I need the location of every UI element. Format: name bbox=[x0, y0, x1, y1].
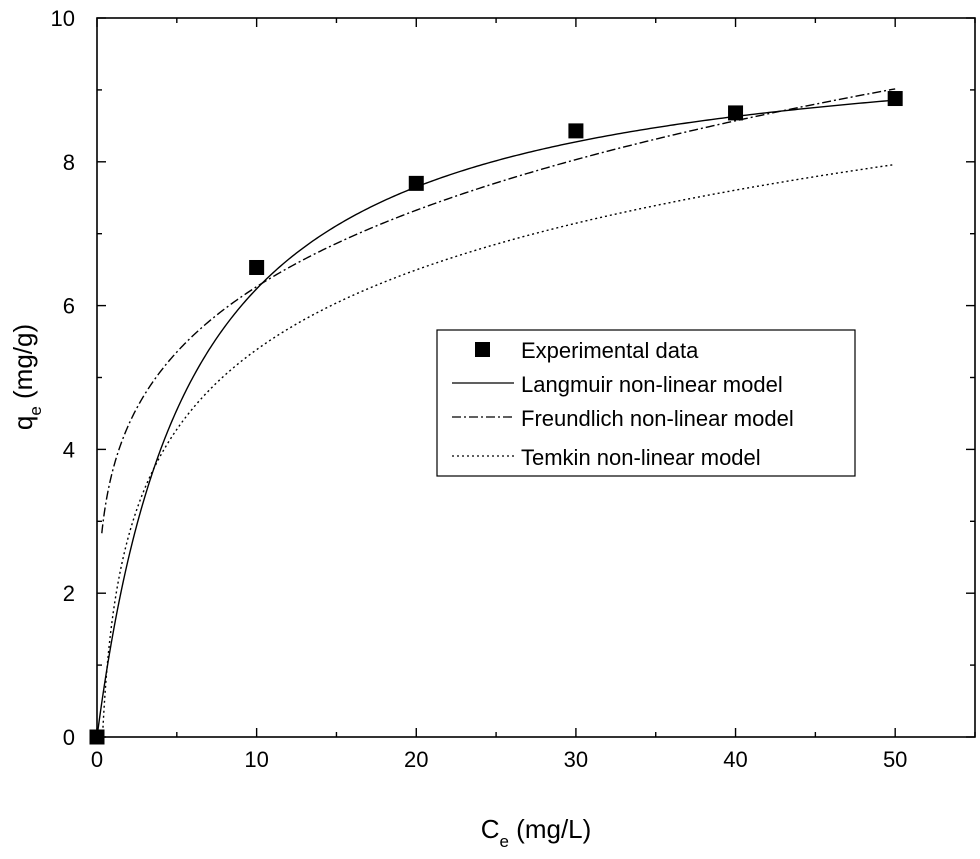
legend: Experimental data Langmuir non-linear mo… bbox=[436, 329, 856, 477]
y-tick-labels: 0 2 4 6 8 10 bbox=[51, 6, 75, 750]
experimental-point bbox=[728, 105, 744, 121]
axis-ticks bbox=[96, 17, 976, 738]
y-axis-label: qe (mg/g) bbox=[8, 324, 45, 430]
experimental-point bbox=[89, 729, 105, 745]
experimental-point bbox=[408, 175, 424, 191]
y-axis-label-sub: e bbox=[26, 406, 45, 415]
x-tick-label: 20 bbox=[404, 747, 428, 772]
langmuir-curve bbox=[96, 99, 896, 738]
y-tick-label: 4 bbox=[63, 437, 75, 462]
x-tick-label: 10 bbox=[244, 747, 268, 772]
x-tick-label: 0 bbox=[91, 747, 103, 772]
experimental-points bbox=[89, 91, 903, 745]
legend-label-freundlich: Freundlich non-linear model bbox=[521, 406, 794, 431]
x-axis-label: Ce (mg/L) bbox=[481, 814, 592, 851]
x-tick-label: 40 bbox=[723, 747, 747, 772]
y-tick-label: 6 bbox=[63, 294, 75, 319]
experimental-point bbox=[568, 123, 584, 139]
y-axis-label-unit: (mg/g) bbox=[8, 324, 38, 406]
x-tick-label: 50 bbox=[883, 747, 907, 772]
y-tick-label: 0 bbox=[63, 725, 75, 750]
x-axis-label-sub: e bbox=[499, 832, 508, 851]
legend-label-langmuir: Langmuir non-linear model bbox=[521, 372, 783, 397]
x-tick-labels: 0 10 20 30 40 50 bbox=[91, 747, 908, 772]
legend-box bbox=[436, 329, 856, 477]
experimental-point bbox=[249, 259, 265, 275]
y-tick-label: 10 bbox=[51, 6, 75, 31]
x-tick-label: 30 bbox=[564, 747, 588, 772]
y-tick-label: 2 bbox=[63, 581, 75, 606]
y-axis-label-main: q bbox=[8, 416, 38, 430]
legend-label-temkin: Temkin non-linear model bbox=[521, 445, 761, 470]
x-axis-label-unit: (mg/L) bbox=[509, 814, 591, 844]
temkin-curve bbox=[101, 163, 896, 738]
legend-marker-square bbox=[475, 342, 490, 357]
legend-label-experimental: Experimental data bbox=[521, 338, 699, 363]
y-tick-label: 8 bbox=[63, 150, 75, 175]
x-axis-label-main: C bbox=[481, 814, 500, 844]
model-curves bbox=[96, 88, 896, 738]
experimental-point bbox=[887, 91, 903, 107]
freundlich-curve bbox=[101, 88, 896, 534]
